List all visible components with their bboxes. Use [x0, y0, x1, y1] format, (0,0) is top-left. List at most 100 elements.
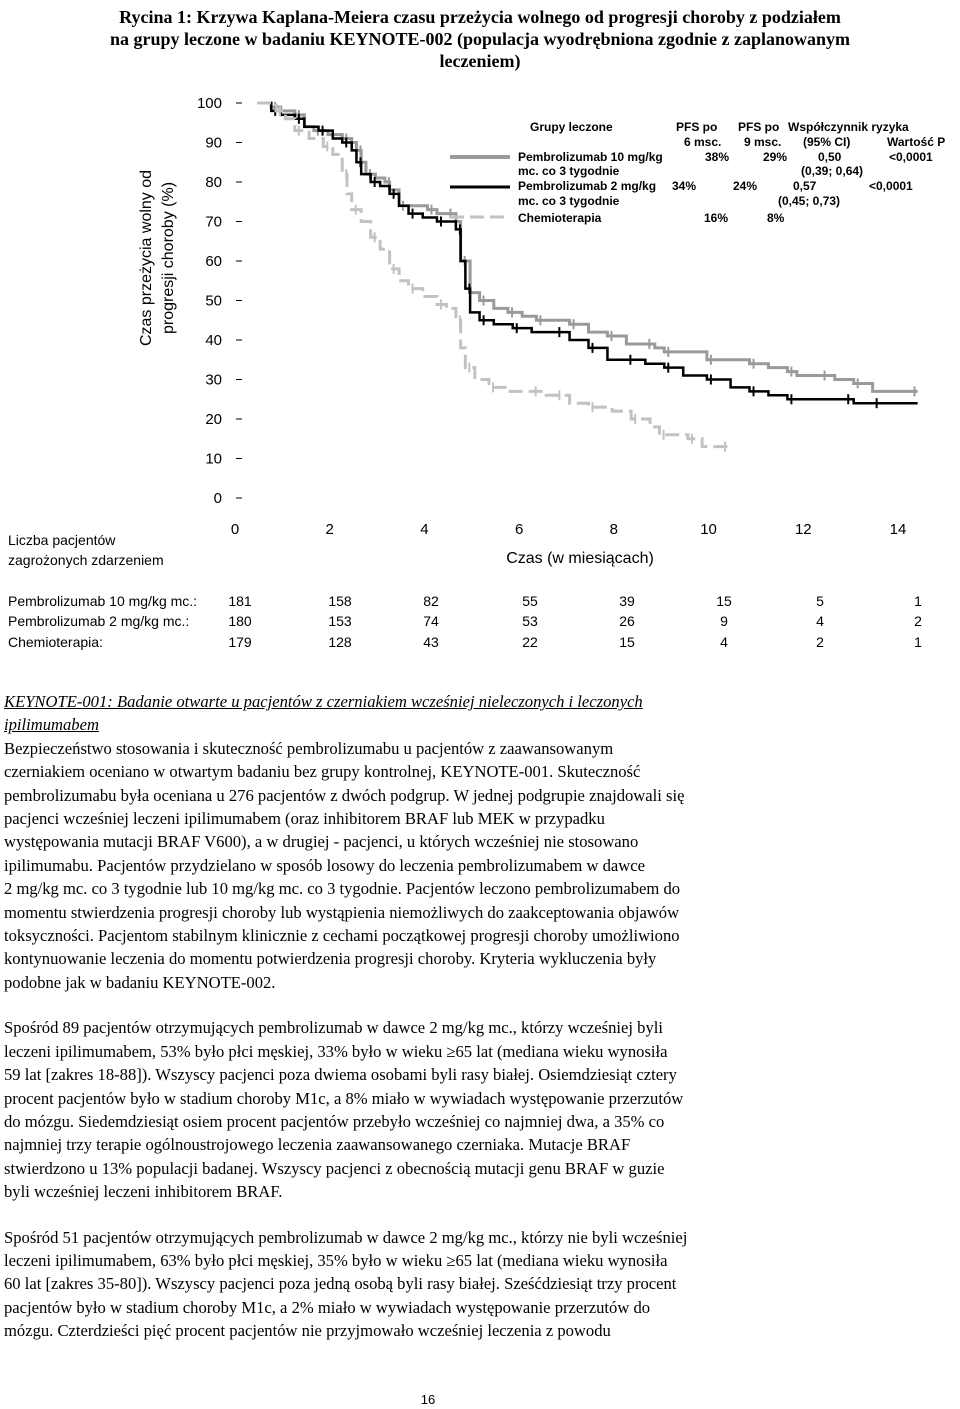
text-line: procent pacjentów było w stadium choroby… — [4, 1088, 684, 1108]
y-tick-label: 60 — [205, 253, 222, 270]
x-tick-label: 4 — [420, 521, 428, 538]
x-tick-label: 6 — [515, 521, 523, 538]
risk-cell: 4 — [720, 634, 728, 650]
text-line: kontynuowanie leczenia do momentu potwie… — [4, 949, 657, 969]
y-tick-label: 100 — [197, 95, 222, 112]
legend-header-p: Wartość P — [887, 135, 945, 149]
risk-table-title-line: Liczba pacjentów — [8, 532, 116, 548]
x-tick-label: 12 — [795, 521, 812, 538]
risk-cell: 158 — [328, 593, 352, 609]
risk-table-title-line: zagrożonych zdarzeniem — [8, 552, 164, 568]
risk-cell: 1 — [914, 634, 922, 650]
text-line: 60 lat [zakres 35-80]). Wszyscy pacjenci… — [4, 1274, 677, 1294]
text-line: ipilimumabu. Pacjentów przydzielano w sp… — [4, 855, 645, 875]
text-line: Bezpieczeństwo stosowania i skuteczność … — [4, 738, 614, 758]
plot-area — [257, 101, 918, 452]
risk-cell: 153 — [328, 613, 352, 629]
y-tick-label: 80 — [205, 174, 222, 191]
legend-header-hr: (95% CI) — [803, 135, 850, 149]
text-line: pacjentów było w stadium choroby M1c, a … — [4, 1297, 651, 1317]
y-tick-label: 20 — [205, 411, 222, 428]
section-heading: KEYNOTE-001: Badanie otwarte u pacjentów… — [4, 690, 956, 994]
risk-table-title: Liczba pacjentów zagrożonych zdarzeniem — [8, 530, 164, 570]
text-line: do mózgu. Siedemdziesiąt osiem procent p… — [4, 1111, 665, 1131]
legend-header-pfs9: 9 msc. — [744, 135, 781, 149]
risk-table-row: Pembrolizumab 10 mg/kg mc.: 181 158 82 55 39 1… — [0, 593, 960, 613]
risk-cell: 22 — [522, 634, 538, 650]
y-tick-label: 70 — [205, 214, 222, 231]
x-tick-label: 14 — [890, 521, 907, 538]
text-line: momentu stwierdzenia progresji choroby l… — [4, 902, 680, 922]
x-tick-label: 10 — [700, 521, 717, 538]
legend: Grupy leczone PFS po 6 msc. PFS po 9 msc… — [450, 120, 945, 225]
page-number: 16 — [420, 1392, 436, 1407]
text-line: 2 mg/kg mc. co 3 tygodnie lub 10 mg/kg m… — [4, 879, 681, 899]
y-tick-label: 90 — [205, 135, 222, 152]
risk-cell: 180 — [228, 613, 252, 629]
paragraph-2: Spośród 89 pacjentów otrzymujących pembr… — [4, 1016, 956, 1203]
y-tick-label: 40 — [205, 332, 222, 349]
section-heading-line: ipilimumabem — [4, 715, 99, 735]
series-line — [257, 101, 918, 405]
x-tick-label: 0 — [231, 521, 239, 538]
text-line: podobne jak w badaniu KEYNOTE-002. — [4, 972, 276, 992]
legend-entry-pfs6: 34% — [672, 179, 696, 193]
risk-cell: 43 — [423, 634, 439, 650]
text-line: Spośród 51 pacjentów otrzymujących pembr… — [4, 1227, 688, 1247]
y-axis-label-line: Czas przeżycia wolny od — [138, 170, 155, 346]
risk-cell: 179 — [228, 634, 252, 650]
body-text: KEYNOTE-001: Badanie otwarte u pacjentów… — [4, 690, 956, 1343]
text-line: 59 lat [zakres 18-88]). Wszyscy pacjenci… — [4, 1065, 677, 1085]
legend-entry-pfs9: 24% — [733, 179, 757, 193]
figure-title-line: leczeniem) — [439, 51, 521, 71]
legend-entry-name: Chemioterapia — [518, 211, 602, 225]
risk-cell: 55 — [522, 593, 538, 609]
risk-row-label: Pembrolizumab 10 mg/kg mc.: — [8, 593, 198, 609]
text-line: byli wcześniej leczeni inhibitorem BRAF. — [4, 1182, 283, 1202]
legend-entry-ci: (0,39; 0,64) — [801, 164, 863, 178]
risk-cell: 2 — [816, 634, 824, 650]
text-line: stwierdzono u 13% populacji badanej. Wsz… — [4, 1158, 665, 1178]
risk-cell: 26 — [619, 613, 635, 629]
legend-entry-name: mc. co 3 tygodnie — [518, 194, 620, 208]
figure-title: Rycina 1: Krzywa Kaplana-Meiera czasu pr… — [0, 6, 960, 72]
text-line: mózgu. Czterdzieści pięć procent pacjent… — [4, 1321, 611, 1341]
legend-header-pfs6: 6 msc. — [684, 135, 721, 149]
risk-cell: 15 — [716, 593, 732, 609]
y-axis: 0 10 20 30 40 50 60 70 80 90 100 — [197, 95, 242, 507]
figure-title-line: na grupy leczone w badaniu KEYNOTE-002 (… — [109, 29, 851, 49]
risk-table-row: Pembrolizumab 2 mg/kg mc.: 180 153 74 53 26 9 4… — [0, 613, 960, 633]
risk-row-label: Chemioterapia: — [8, 634, 103, 650]
risk-table-row: Chemioterapia: 179 128 43 22 15 4 2 1 — [0, 634, 960, 654]
risk-cell: 1 — [914, 593, 922, 609]
legend-header-hr: Współczynnik ryzyka — [788, 120, 909, 134]
text-line: występowania mutacji BRAF V600), a w dru… — [4, 832, 639, 852]
paragraph-3: Spośród 51 pacjentów otrzymujących pembr… — [4, 1226, 956, 1343]
legend-entry-name: mc. co 3 tygodnie — [518, 164, 620, 178]
risk-cell: 5 — [816, 593, 824, 609]
legend-header-group: Grupy leczone — [530, 120, 613, 134]
y-tick-label: 30 — [205, 372, 222, 389]
y-axis-label-line: progresji choroby (%) — [160, 182, 177, 334]
x-tick-label: 2 — [326, 521, 334, 538]
risk-cell: 53 — [522, 613, 538, 629]
legend-entry-ci: (0,45; 0,73) — [778, 194, 840, 208]
text-line: Spośród 89 pacjentów otrzymujących pembr… — [4, 1018, 663, 1038]
x-tick-label: 8 — [610, 521, 618, 538]
text-line: leczeni ipilimumabem, 53% było płci męsk… — [4, 1041, 668, 1061]
risk-cell: 2 — [914, 613, 922, 629]
y-axis-label: Czas przeżycia wolny od progresji chorob… — [138, 170, 177, 346]
text-line: leczeni ipilimumabem, 63% było płci męsk… — [4, 1250, 668, 1270]
series-line — [257, 101, 729, 449]
text-line: czerniakiem oceniano w otwartym badaniu … — [4, 762, 641, 782]
risk-cell: 82 — [423, 593, 439, 609]
legend-entry-pfs6: 16% — [704, 211, 728, 225]
risk-cell: 181 — [228, 593, 252, 609]
legend-entry-pfs9: 29% — [763, 150, 787, 164]
risk-cell: 15 — [619, 634, 635, 650]
risk-row-label: Pembrolizumab 2 mg/kg mc.: — [8, 613, 190, 629]
risk-cell: 39 — [619, 593, 635, 609]
risk-cell: 4 — [816, 613, 824, 629]
y-tick-label: 10 — [205, 451, 222, 468]
x-axis: 0 2 4 6 8 10 12 14 — [231, 521, 907, 538]
